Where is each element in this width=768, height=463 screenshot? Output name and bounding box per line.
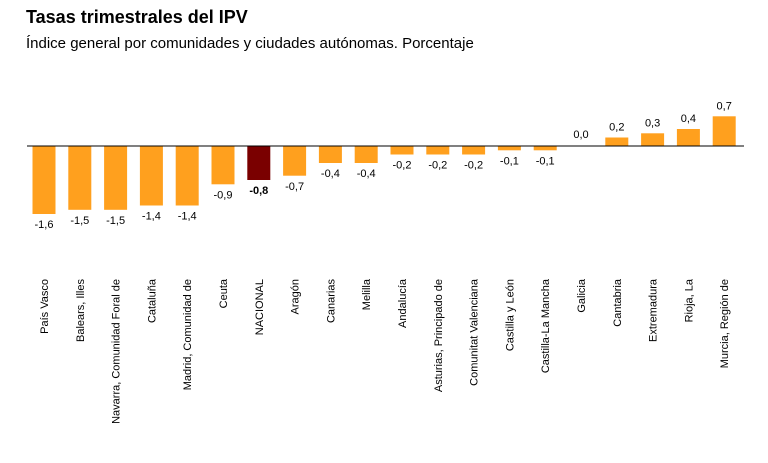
value-label-12: -0,2	[464, 160, 483, 172]
value-label-9: -0,4	[357, 168, 376, 180]
value-label-7: -0,7	[285, 181, 304, 193]
bar-13	[497, 146, 521, 151]
value-label-16: 0,2	[609, 122, 624, 134]
bar-3	[139, 146, 163, 206]
value-label-15: 0,0	[573, 129, 588, 141]
bar-11	[426, 146, 450, 155]
category-label-12: Comunitat Valenciana	[469, 278, 481, 386]
value-label-17: 0,3	[645, 117, 660, 129]
chart-subtitle: Índice general por comunidades y ciudade…	[26, 35, 474, 52]
category-label-3: Cataluña	[146, 278, 158, 323]
category-label-17: Extremadura	[648, 278, 660, 342]
bar-17	[641, 133, 665, 147]
value-label-18: 0,4	[681, 113, 696, 125]
bar-1	[68, 146, 92, 210]
category-label-4: Madrid, Comunidad de	[182, 279, 194, 390]
category-label-16: Cantabria	[612, 278, 624, 327]
value-label-8: -0,4	[321, 168, 340, 180]
bar-2	[104, 146, 128, 210]
value-label-13: -0,1	[500, 155, 519, 167]
bar-19	[712, 116, 736, 146]
bar-7	[283, 146, 307, 176]
bar-5	[211, 146, 235, 185]
value-label-19: 0,7	[717, 100, 732, 112]
bar-10	[390, 146, 414, 155]
bar-4	[175, 146, 199, 206]
value-label-5: -0,9	[214, 189, 233, 201]
category-label-7: Aragón	[290, 279, 302, 314]
category-label-1: Balears, Illes	[75, 279, 87, 342]
bar-0	[32, 146, 56, 214]
value-label-10: -0,2	[393, 160, 412, 172]
category-label-6: NACIONAL	[254, 279, 266, 335]
category-label-14: Castilla-La Mancha	[540, 278, 552, 373]
value-label-3: -1,4	[142, 211, 161, 223]
value-label-4: -1,4	[178, 211, 197, 223]
value-label-11: -0,2	[428, 160, 447, 172]
value-label-0: -1,6	[35, 219, 54, 231]
category-label-18: Rioja, La	[683, 278, 695, 322]
category-label-2: Navarra, Comunidad Foral de	[111, 279, 123, 424]
bar-14	[533, 146, 557, 151]
bar-9	[354, 146, 378, 163]
value-label-2: -1,5	[106, 215, 125, 227]
category-label-10: Andalucía	[397, 278, 409, 328]
chart-title: Tasas trimestrales del IPV	[26, 7, 248, 27]
category-label-15: Galicia	[576, 278, 588, 313]
category-label-11: Asturias, Principado de	[433, 279, 445, 392]
bar-16	[605, 137, 629, 146]
category-label-8: Canarias	[325, 279, 337, 324]
bar-12	[462, 146, 486, 155]
value-label-14: -0,1	[536, 155, 555, 167]
category-label-13: Castilla y León	[504, 279, 516, 351]
category-label-9: Melilla	[361, 278, 373, 310]
value-label-1: -1,5	[70, 215, 89, 227]
bar-8	[318, 146, 342, 163]
category-label-0: País Vasco	[39, 279, 51, 334]
value-label-6: -0,8	[249, 185, 268, 197]
category-label-5: Ceuta	[218, 278, 230, 308]
bar-6	[247, 146, 271, 180]
bar-18	[676, 129, 700, 146]
category-label-19: Murcia, Región de	[719, 279, 731, 368]
